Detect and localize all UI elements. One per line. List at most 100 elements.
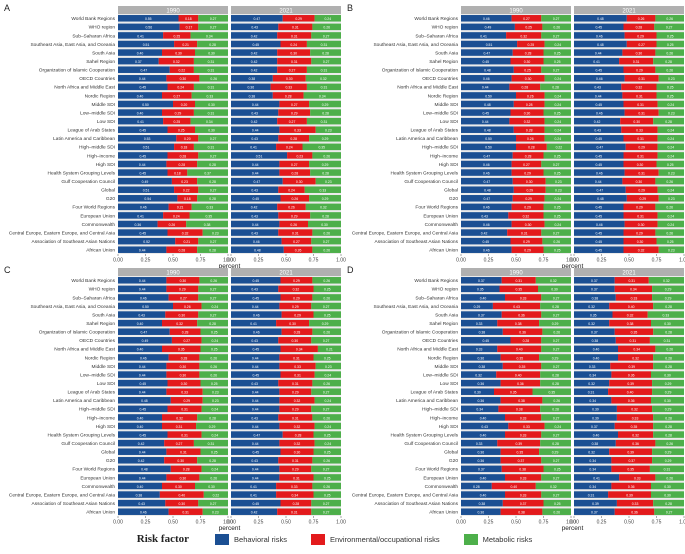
bar-value-label-D-1990-25-0: 0.40 [480, 493, 487, 497]
bar-value-label-A-2021-11-0: 0.43 [251, 111, 258, 115]
bar-segment-B-2021-16-1 [623, 152, 658, 159]
bar-value-label-D-1990-21-0: 0.36 [477, 459, 484, 463]
bar-segment-D-1990-24-0 [461, 482, 492, 490]
bar-segment-B-2021-7-0 [574, 75, 625, 82]
bar-value-label-C-2021-22-0: 0.44 [252, 468, 259, 472]
bar-segment-D-2021-16-1 [616, 414, 654, 421]
facet-strip-A-2021 [231, 6, 341, 14]
bar-value-label-D-1990-21-2: 0.27 [553, 459, 560, 463]
bar-segment-A-2021-26-0 [231, 237, 282, 245]
region-label-C-12: Low SDI [97, 381, 115, 387]
bar-segment-B-2021-10-0 [574, 100, 624, 108]
bar-value-label-A-2021-1-0: 0.43 [251, 26, 258, 30]
bar-value-label-B-2021-17-1: 0.30 [637, 163, 644, 167]
bar-segment-B-2021-17-1 [623, 160, 657, 168]
bar-segment-A-1990-16-1 [167, 152, 199, 159]
bar-value-label-A-2021-7-1: 0.30 [286, 77, 293, 81]
x-tick-label-C-2021-2: 0.50 [281, 520, 291, 526]
x-axis-title-A: percent [219, 263, 241, 270]
bar-value-label-C-1990-11-0: 0.44 [139, 373, 146, 377]
bar-segment-A-2021-14-2 [309, 135, 341, 142]
bar-value-label-C-1990-23-2: 0.26 [210, 476, 217, 480]
bar-segment-D-1990-25-1 [505, 491, 542, 498]
bar-segment-D-1990-27-1 [500, 508, 543, 515]
bar-value-label-A-2021-12-0: 0.42 [251, 120, 258, 124]
bar-value-label-C-2021-4-1: 0.29 [294, 313, 301, 317]
bar-segment-A-1990-11-1 [162, 109, 194, 116]
bar-segment-A-2021-23-2 [310, 212, 341, 219]
bar-segment-B-1990-22-1 [511, 203, 544, 211]
bar-value-label-C-1990-4-1: 0.30 [178, 313, 185, 317]
x-tick-label-D-2021-3: 0.75 [652, 520, 662, 526]
bar-value-label-C-2021-2-0: 0.45 [252, 296, 259, 300]
bar-segment-A-2021-12-1 [277, 117, 307, 125]
bar-value-label-C-1990-17-0: 0.40 [137, 425, 144, 429]
bar-segment-A-2021-9-0 [231, 92, 273, 99]
region-label-B-10: Middle SDI [435, 102, 458, 108]
bar-value-label-B-1990-11-1: 0.30 [524, 111, 531, 115]
region-label-A-21: G20 [106, 196, 115, 202]
bar-value-label-B-2021-25-1: 0.29 [636, 231, 643, 235]
bar-segment-A-1990-26-1 [175, 237, 199, 245]
bar-segment-C-2021-20-1 [280, 448, 314, 455]
bar-value-label-D-2021-6-2: 0.28 [665, 331, 672, 335]
bar-segment-B-2021-6-2 [655, 66, 684, 73]
bar-segment-A-2021-21-0 [231, 195, 281, 202]
bar-value-label-B-2021-12-0: 0.42 [594, 120, 601, 124]
bar-value-label-C-2021-25-1: 0.34 [291, 493, 298, 497]
bar-value-label-B-2021-27-0: 0.45 [595, 249, 602, 253]
bar-segment-B-2021-23-0 [574, 212, 624, 219]
bar-segment-C-1990-21-0 [118, 457, 165, 464]
bar-value-label-C-1990-26-0: 0.43 [138, 502, 145, 506]
bar-value-label-B-1990-0-0: 0.46 [483, 17, 490, 21]
bar-segment-A-1990-3-0 [118, 40, 175, 48]
bar-value-label-A-1990-25-0: 0.45 [139, 231, 146, 235]
bar-value-label-D-2021-11-0: 0.34 [589, 373, 596, 377]
bar-value-label-A-1990-16-1: 0.28 [180, 154, 187, 158]
bar-value-label-D-1990-9-1: 0.35 [517, 356, 524, 360]
bar-segment-C-2021-12-2 [312, 379, 341, 387]
bar-segment-B-2021-2-1 [624, 32, 657, 39]
bar-segment-C-1990-1-2 [198, 285, 228, 293]
bar-value-label-A-1990-21-2: 0.28 [209, 197, 216, 201]
bar-value-label-C-2021-17-2: 0.24 [324, 425, 331, 429]
bar-segment-C-2021-19-2 [314, 439, 341, 447]
bar-value-label-B-1990-10-1: 0.28 [526, 103, 533, 107]
bar-segment-A-1990-18-2 [187, 169, 228, 176]
bar-segment-C-2021-4-1 [281, 311, 314, 318]
bar-segment-D-2021-23-0 [574, 474, 620, 481]
bar-segment-A-1990-23-2 [189, 212, 228, 219]
bar-value-label-D-2021-18-0: 0.40 [593, 433, 600, 437]
bar-segment-B-2021-7-1 [624, 75, 659, 82]
bar-segment-C-1990-5-1 [162, 319, 198, 327]
bar-value-label-B-2021-23-2: 0.24 [667, 214, 674, 218]
bar-segment-B-1990-0-0 [461, 15, 512, 22]
bar-segment-C-1990-13-1 [166, 388, 203, 395]
bar-value-label-A-2021-4-0: 0.42 [251, 51, 258, 55]
bar-segment-D-1990-27-2 [542, 508, 571, 515]
bar-segment-A-2021-9-1 [272, 92, 304, 99]
bar-value-label-C-1990-15-0: 0.45 [139, 408, 146, 412]
bar-value-label-C-2021-13-1: 0.29 [292, 391, 299, 395]
x-tick-label-A-2021-3: 0.75 [309, 258, 319, 264]
bar-segment-A-2021-13-2 [315, 126, 341, 133]
bar-segment-B-1990-15-2 [546, 143, 571, 151]
bar-value-label-D-1990-12-2: 0.28 [552, 382, 559, 386]
bar-value-label-D-1990-23-0: 0.40 [480, 476, 487, 480]
bar-segment-B-1990-12-0 [461, 117, 510, 125]
bar-value-label-C-2021-0-2: 0.26 [323, 279, 330, 283]
bar-value-label-A-1990-2-0: 0.41 [137, 34, 144, 38]
bar-value-label-A-2021-26-2: 0.27 [323, 240, 330, 244]
bar-value-label-D-2021-8-1: 0.34 [633, 348, 640, 352]
bar-value-label-C-1990-10-0: 0.44 [139, 365, 146, 369]
bar-value-label-D-1990-6-1: 0.36 [519, 331, 526, 335]
region-label-C-19: Gulf Cooperation Council [61, 441, 115, 447]
bar-value-label-A-1990-6-0: 0.47 [141, 69, 148, 73]
bar-segment-C-2021-10-0 [231, 362, 280, 370]
region-label-D-16: High–income [430, 415, 458, 421]
bar-segment-A-1990-1-0 [118, 23, 180, 31]
bar-segment-C-1990-23-0 [118, 474, 167, 481]
bar-segment-A-2021-18-1 [279, 169, 311, 176]
bar-value-label-D-1990-26-0: 0.38 [479, 502, 486, 506]
region-label-B-6: Organization of Islamic Cooperation [382, 68, 459, 74]
